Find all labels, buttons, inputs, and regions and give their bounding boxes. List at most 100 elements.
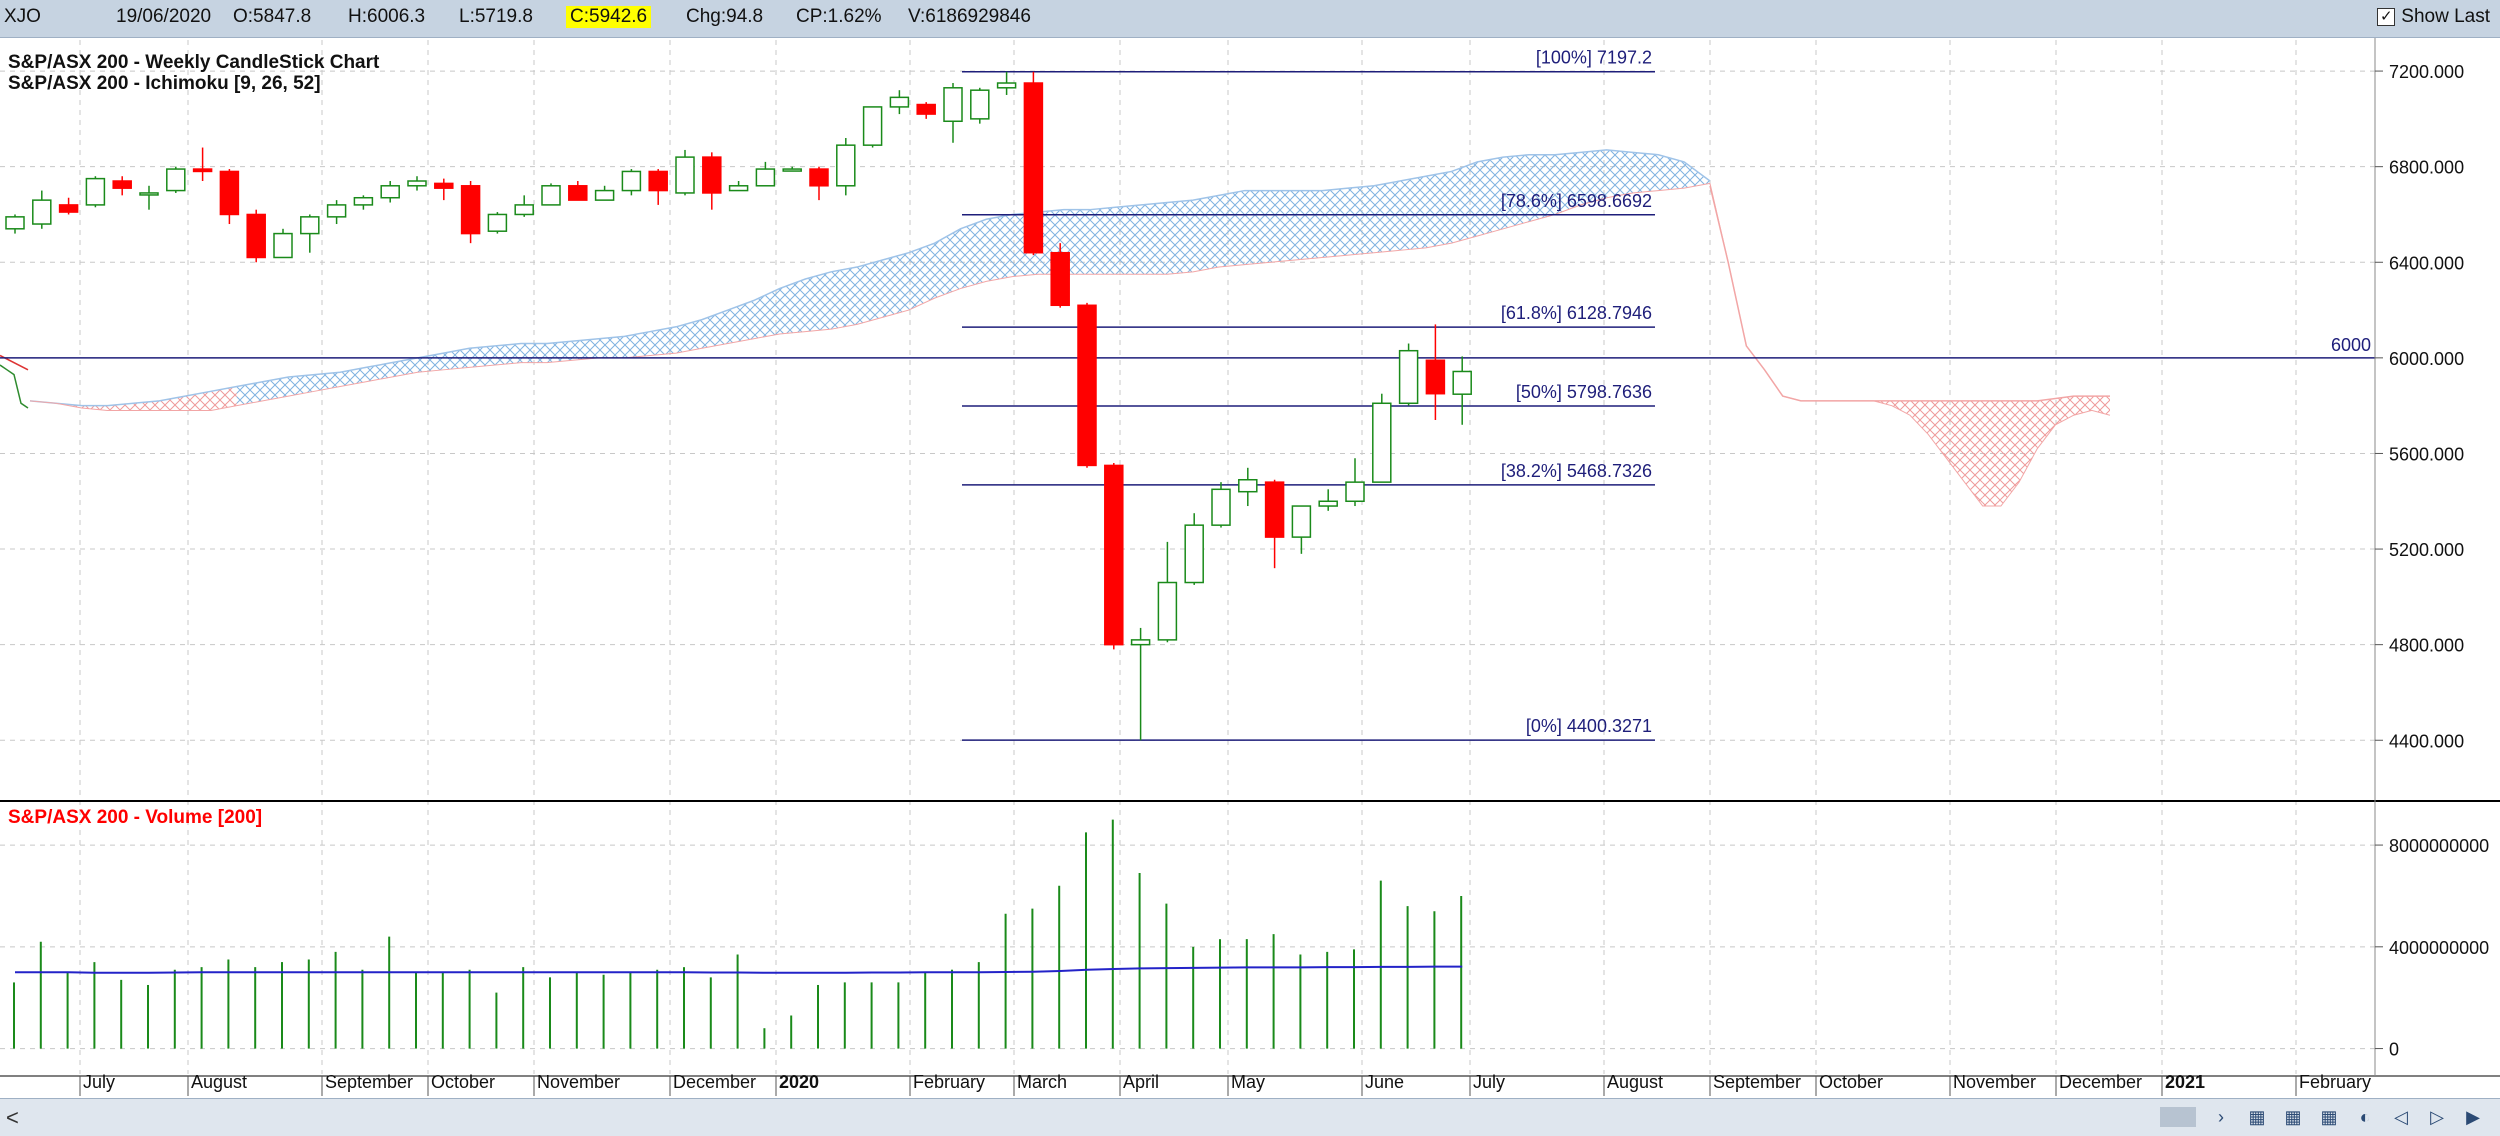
cloud-segment	[882, 252, 909, 318]
candle	[648, 169, 668, 205]
price-tick-label: 6400.000	[2389, 253, 2464, 273]
future-cloud-segment	[1982, 400, 2001, 507]
time-tick-label: July	[83, 1072, 115, 1092]
nav-button-icon[interactable]: ▦	[2248, 1107, 2266, 1127]
candle	[1452, 356, 1472, 425]
show-last-toggle[interactable]: ✓ Show Last	[2377, 6, 2490, 28]
cloud-segment	[1167, 200, 1194, 275]
candle	[1023, 71, 1044, 256]
future-cloud-segment	[1910, 400, 1929, 435]
candle	[273, 228, 293, 259]
cloud-segment	[521, 343, 547, 363]
time-tick-label: June	[1365, 1072, 1404, 1092]
nav-button-icon[interactable]: ›	[2218, 1107, 2224, 1127]
candle-body	[1264, 481, 1285, 538]
checkbox-icon[interactable]: ✓	[2377, 8, 2396, 26]
volume-title: S&P/ASX 200 - Volume [200]	[8, 807, 262, 828]
scroll-left-icon[interactable]: <	[6, 1105, 19, 1130]
cloud-segment	[1606, 149, 1633, 198]
candle-body	[326, 204, 347, 218]
fib-label: [78.6%] 6598.6692	[1501, 191, 1652, 211]
fib-label: [100%] 7197.2	[1536, 48, 1652, 68]
nav-button-icon[interactable]: ▶	[2466, 1107, 2480, 1127]
future-cloud-segment	[1946, 400, 1965, 483]
candle-body	[1398, 349, 1419, 405]
candle-body	[1345, 481, 1365, 503]
cloud-segment	[210, 386, 237, 411]
show-last-label: Show Last	[2401, 6, 2490, 27]
cloud-segment	[831, 267, 858, 330]
candle	[300, 214, 320, 253]
scroll-bar[interactable]: < › ▦ ▦ ▦ ◐ ◁ ▷ ▶	[0, 1098, 2500, 1136]
candlesticks	[5, 71, 1472, 741]
candle	[1345, 458, 1365, 507]
axes: 7200.000 6800.000 6400.000 6000.000 5600.000…	[0, 38, 2500, 1096]
time-tick-label: November	[1953, 1072, 2036, 1092]
cloud-segment	[1684, 161, 1710, 189]
candle-body	[139, 192, 159, 196]
low-label: L:5719.8	[459, 6, 533, 27]
time-tick-label: February	[2299, 1072, 2371, 1092]
candle	[514, 195, 534, 217]
chart-subtitle: S&P/ASX 200 - Ichimoku [9, 26, 52]	[8, 73, 321, 94]
candle-body	[1425, 359, 1446, 395]
candle-body	[1130, 639, 1151, 646]
cloud-segment	[81, 405, 108, 411]
future-cloud-segment	[2073, 396, 2092, 416]
time-tick-label: April	[1123, 1072, 1159, 1092]
cloud-segment	[469, 345, 496, 368]
candle	[1264, 479, 1285, 569]
time-tick-label: July	[1473, 1072, 1505, 1092]
chart-title: S&P/ASX 200 - Weekly CandleStick Chart	[8, 52, 380, 73]
cloud-segment	[1089, 207, 1116, 275]
candle-body	[460, 185, 481, 235]
ichimoku-cloud	[0, 149, 2111, 507]
candle	[782, 166, 802, 172]
nav-button-icon[interactable]: ▦	[2284, 1107, 2302, 1127]
future-span-a	[1709, 185, 2110, 402]
candle-body	[996, 82, 1017, 89]
future-cloud-segment	[2000, 400, 2020, 507]
time-tick-label: May	[1231, 1072, 1265, 1092]
cloud-segment	[1244, 190, 1271, 265]
cloud-segment	[340, 367, 366, 387]
candle-body	[1238, 478, 1258, 493]
time-tick-label: October	[1819, 1072, 1883, 1092]
candle	[5, 214, 25, 234]
nav-button-icon[interactable]: ▷	[2430, 1107, 2444, 1127]
candle	[1398, 343, 1419, 406]
candle	[460, 181, 481, 244]
nav-button-icon[interactable]: ▦	[2320, 1107, 2338, 1127]
candle	[702, 152, 722, 210]
candle-body	[1157, 581, 1178, 641]
candle	[1050, 243, 1070, 308]
time-tick-label: November	[537, 1072, 620, 1092]
candle-body	[58, 204, 79, 213]
nav-button-icon[interactable]: ◁	[2394, 1107, 2408, 1127]
candle-body	[836, 144, 856, 187]
time-tick-label: September	[325, 1072, 413, 1092]
candle	[621, 169, 642, 196]
cloud-segment	[960, 219, 987, 289]
candle-body	[648, 170, 668, 192]
scroll-thumb[interactable]	[2160, 1107, 2196, 1127]
candle	[728, 181, 749, 192]
candle-body	[380, 185, 400, 199]
candle	[1211, 482, 1231, 528]
candle-body	[916, 103, 936, 115]
candle-body	[755, 168, 776, 187]
time-tick-label: December	[2059, 1072, 2142, 1092]
time-tick-label: 2020	[779, 1072, 819, 1092]
nav-button-icon[interactable]: ◐	[2359, 1107, 2371, 1127]
candle	[166, 166, 186, 193]
price-tick-label: 6000.000	[2389, 349, 2464, 369]
chart-area[interactable]: [100%] 7197.2 [78.6%] 6598.6692 [61.8%] 61…	[0, 38, 2500, 1098]
candle-body	[1372, 402, 1392, 483]
candle-body	[1184, 524, 1204, 584]
cloud-segment	[1580, 149, 1607, 205]
candle	[755, 161, 776, 187]
cloud-segment	[185, 391, 211, 411]
cloud-segment	[262, 376, 289, 401]
candle-body	[702, 156, 722, 194]
candle	[1130, 627, 1151, 741]
